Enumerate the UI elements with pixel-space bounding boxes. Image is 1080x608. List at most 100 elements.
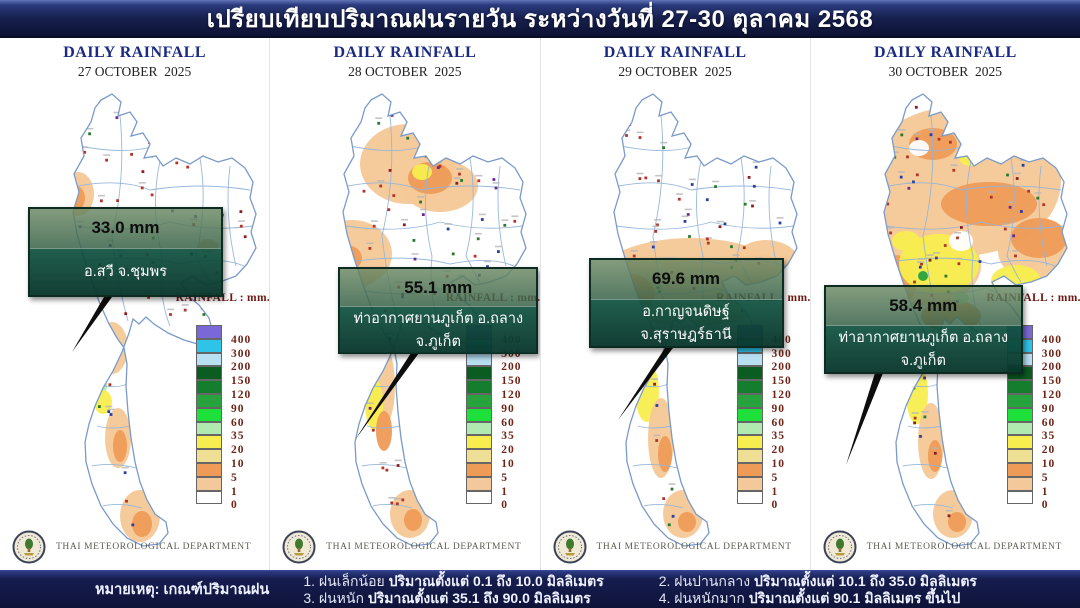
- legend-color-swatch: [736, 476, 763, 491]
- tmd-seal-icon: [282, 530, 316, 564]
- legend-threshold-label: 300: [231, 347, 252, 360]
- max-rainfall-callout: 33.0 mm อ.สวี จ.ชุมพร: [28, 207, 223, 297]
- rainfall-location: ท่าอากาศยานภูเก็ต อ.ถลาง จ.ภูเก็ต: [838, 330, 1009, 370]
- panels-row: DAILY RAINFALL 27 OCTOBER 2025 RAINFALL …: [0, 38, 1080, 570]
- max-rainfall-callout: 55.1 mm ท่าอากาศยานภูเก็ต อ.ถลาง จ.ภูเก็…: [338, 267, 539, 354]
- callout-location-section: อ.กาญจนดิษฐ์ จ.สุราษฎร์ธานี: [590, 298, 782, 346]
- legend-row: 120: [736, 380, 791, 401]
- daily-rainfall-title: DAILY RAINFALL: [63, 44, 207, 61]
- legend-threshold-label: 200: [1041, 361, 1062, 374]
- legend-row: 60: [196, 407, 244, 429]
- panel-date: 30 OCTOBER 2025: [888, 64, 1003, 79]
- legend-threshold-label: 35: [231, 430, 245, 443]
- panel-date: 29 OCTOBER 2025: [618, 64, 732, 79]
- note-very-heavy-rain: 4. ฝนหนักมาก ปริมาณตั้งแต่ 90.1 มิลลิเมต…: [658, 589, 961, 606]
- tmd-seal-icon: [553, 530, 586, 564]
- legend-threshold-label: 35: [771, 430, 785, 443]
- legend-row: 35: [736, 421, 784, 442]
- legend-color-swatch: [466, 421, 493, 436]
- legend-threshold-label: 5: [771, 471, 779, 484]
- legend-row: 5: [196, 462, 237, 484]
- tmd-name-label: THAI METEOROLOGICAL DEPARTMENT: [56, 542, 252, 552]
- legend-threshold-label: 90: [501, 402, 515, 415]
- legend-threshold-label: 0: [501, 499, 508, 512]
- legend-row: 35: [1006, 421, 1054, 442]
- callout-value-section: 58.4 mm: [825, 287, 1021, 326]
- legend-threshold-label: 200: [231, 361, 252, 374]
- legend-threshold-label: 200: [771, 361, 792, 374]
- legend-threshold-label: 1: [501, 485, 508, 498]
- panel-heading-block: DAILY RAINFALL 27 OCTOBER 2025: [0, 44, 269, 80]
- legend-row: 10: [1006, 449, 1054, 470]
- rainfall-location: อ.กาญจนดิษฐ์ จ.สุราษฎร์ธานี: [640, 303, 732, 343]
- legend-color-swatch: [466, 449, 493, 463]
- tmd-footer: THAI METEOROLOGICAL DEPARTMENT: [553, 530, 792, 564]
- legend-row: 120: [1006, 380, 1061, 401]
- legend-row: 300: [196, 338, 250, 360]
- legend-row: 90: [196, 393, 244, 415]
- legend-row: 400: [196, 325, 250, 346]
- legend-row: 1: [466, 476, 507, 498]
- legend-color-swatch: [196, 449, 222, 463]
- legend-row: 20: [736, 435, 784, 456]
- legend-color-swatch: [1006, 490, 1033, 505]
- panel-30-oct-2025: DAILY RAINFALL 30 OCTOBER 2025 RAINFALL …: [809, 38, 1080, 570]
- panel-28-oct-2025: DAILY RAINFALL 28 OCTOBER 2025 RAINFALL …: [269, 38, 540, 570]
- legend-row: 60: [736, 407, 784, 429]
- callout-value-section: 69.6 mm: [590, 260, 782, 299]
- legend-row: 0: [196, 490, 237, 511]
- legend-row: 150: [196, 366, 250, 387]
- legend-threshold-label: 400: [231, 333, 252, 346]
- legend-color-swatch: [736, 380, 763, 394]
- legend-color-swatch: [1006, 476, 1033, 491]
- panel-heading-block: DAILY RAINFALL 29 OCTOBER 2025: [541, 44, 810, 80]
- legend-threshold-label: 35: [501, 430, 515, 443]
- legend-color-swatch: [466, 380, 493, 394]
- legend-threshold-label: 35: [1041, 430, 1056, 443]
- rainfall-location: อ.สวี จ.ชุมพร: [83, 264, 168, 281]
- callout-location-section: ท่าอากาศยานภูเก็ต อ.ถลาง จ.ภูเก็ต: [340, 306, 537, 354]
- panel-29-oct-2025: DAILY RAINFALL 29 OCTOBER 2025 RAINFALL …: [539, 38, 810, 570]
- rainfall-location: ท่าอากาศยานภูเก็ต อ.ถลาง จ.ภูเก็ต: [353, 311, 524, 351]
- legend-threshold-label: 300: [771, 347, 792, 360]
- legend-row: 150: [466, 366, 520, 387]
- legend-row: 35: [196, 421, 244, 442]
- panel-date: 27 OCTOBER 2025: [77, 64, 192, 79]
- daily-rainfall-title: DAILY RAINFALL: [603, 44, 747, 61]
- legend-threshold-label: 20: [501, 444, 515, 457]
- legend-row: 0: [736, 490, 777, 511]
- legend-color-swatch: [196, 476, 222, 491]
- legend-threshold-label: 150: [501, 375, 522, 388]
- legend-threshold-label: 300: [1041, 347, 1062, 360]
- legend-row: 1: [736, 476, 777, 498]
- legend-color-swatch: [466, 407, 493, 422]
- panel-heading-block: DAILY RAINFALL 28 OCTOBER 2025: [270, 44, 539, 80]
- legend-color-swatch: [736, 449, 763, 463]
- legend-threshold-label: 200: [501, 361, 522, 374]
- panel-27-oct-2025: DAILY RAINFALL 27 OCTOBER 2025 RAINFALL …: [0, 38, 270, 570]
- page-header: เปรียบเทียบปริมาณฝนรายวัน ระหว่างวันที่ …: [0, 0, 1080, 38]
- legend-row: 10: [196, 449, 244, 470]
- legend-threshold-label: 1: [771, 485, 779, 498]
- legend-color-swatch: [196, 352, 222, 367]
- legend-threshold-label: 90: [771, 402, 785, 415]
- legend-threshold-label: 150: [231, 375, 252, 388]
- legend-color-swatch: [196, 407, 222, 422]
- legend-color-swatch: [736, 407, 763, 422]
- legend-threshold-label: 10: [501, 457, 515, 470]
- legend-threshold-label: 5: [501, 471, 508, 484]
- legend-row: 1: [196, 476, 237, 498]
- legend-row: 20: [1006, 435, 1054, 456]
- legend-row: 5: [466, 462, 507, 484]
- legend-row: 60: [466, 407, 514, 429]
- tmd-seal-icon: [12, 530, 46, 564]
- legend-threshold-label: 120: [771, 388, 792, 401]
- legend-threshold-label: 20: [771, 444, 785, 457]
- legend-threshold-label: 150: [771, 375, 792, 388]
- callout-value-section: 33.0 mm: [30, 209, 221, 248]
- legend-threshold-label: 90: [1041, 402, 1056, 415]
- legend-color-swatch: [196, 380, 222, 394]
- legend-color-swatch: [466, 435, 493, 450]
- legend-row: 0: [466, 490, 507, 511]
